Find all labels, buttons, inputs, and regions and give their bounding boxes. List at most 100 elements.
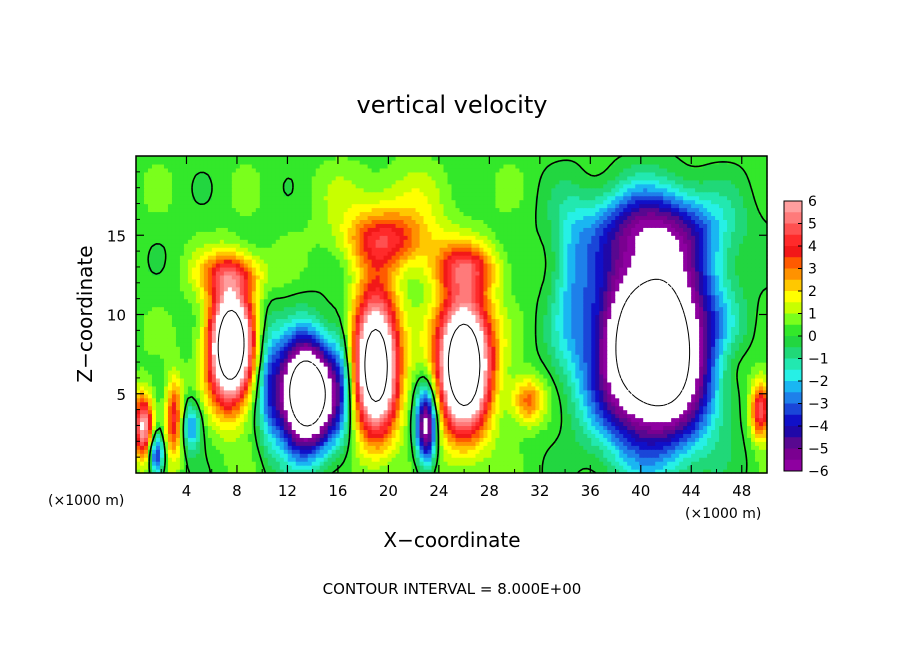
field-cell xyxy=(331,369,337,375)
field-cell xyxy=(531,350,536,355)
field-cell xyxy=(619,453,624,458)
field-cell xyxy=(351,457,357,462)
field-cell xyxy=(339,385,345,391)
field-cell xyxy=(467,425,473,431)
field-cell xyxy=(515,457,520,462)
field-cell xyxy=(455,385,461,391)
field-cell xyxy=(739,362,744,367)
field-cell xyxy=(579,385,584,391)
field-cell xyxy=(387,461,393,466)
field-cell xyxy=(259,389,265,395)
field-cell xyxy=(747,437,752,442)
field-cell xyxy=(679,369,684,375)
field-cell xyxy=(167,346,173,351)
field-cell xyxy=(187,469,193,474)
field-cell xyxy=(475,441,481,446)
field-cell xyxy=(155,453,161,458)
field-cell xyxy=(611,393,616,399)
field-cell xyxy=(367,417,373,423)
field-cell xyxy=(311,409,317,415)
field-cell xyxy=(387,354,393,359)
field-cell xyxy=(579,405,584,411)
field-cell xyxy=(483,413,489,419)
field-cell xyxy=(439,461,445,466)
field-cell xyxy=(667,389,672,395)
field-cell xyxy=(563,350,568,355)
field-cell xyxy=(427,409,433,415)
field-cell xyxy=(143,465,149,470)
field-cell xyxy=(599,377,604,383)
field-cell xyxy=(251,393,257,399)
field-cell xyxy=(403,381,409,387)
field-cell xyxy=(339,413,345,419)
field-cell xyxy=(147,405,153,411)
field-cell xyxy=(355,453,361,458)
field-cell xyxy=(323,429,329,434)
field-cell xyxy=(327,409,333,415)
field-cell xyxy=(136,409,141,415)
field-cell xyxy=(247,405,253,411)
field-cell xyxy=(551,385,556,391)
field-cell xyxy=(267,425,273,431)
field-cell xyxy=(423,405,429,411)
field-cell xyxy=(255,346,261,351)
field-cell xyxy=(431,362,437,367)
field-cell xyxy=(519,401,524,407)
field-cell xyxy=(659,409,664,415)
field-cell xyxy=(499,350,505,355)
field-cell xyxy=(615,393,620,399)
field-cell xyxy=(755,405,760,411)
field-cell xyxy=(351,354,357,359)
field-cell xyxy=(507,377,512,383)
field-cell xyxy=(143,354,149,359)
field-cell xyxy=(515,413,520,419)
field-cell xyxy=(535,445,540,450)
field-cell xyxy=(611,469,616,474)
field-cell xyxy=(615,437,620,442)
field-cell xyxy=(635,373,640,379)
field-cell xyxy=(719,437,724,442)
field-cell xyxy=(163,389,169,395)
field-cell xyxy=(719,413,724,419)
field-cell xyxy=(443,346,449,351)
field-cell xyxy=(635,354,640,359)
field-cell xyxy=(311,417,317,423)
field-cell xyxy=(511,401,516,407)
field-cell xyxy=(663,381,668,387)
field-cell xyxy=(511,433,516,438)
field-cell xyxy=(155,437,161,442)
field-cell xyxy=(291,350,297,355)
field-cell xyxy=(387,445,393,450)
field-cell xyxy=(751,461,756,466)
field-cell xyxy=(415,366,421,371)
field-cell xyxy=(495,429,501,434)
field-cell xyxy=(187,433,193,438)
field-cell xyxy=(763,381,768,387)
field-cell xyxy=(503,409,509,415)
field-cell xyxy=(663,417,668,423)
field-cell xyxy=(291,366,297,371)
field-cell xyxy=(587,354,592,359)
field-cell xyxy=(287,369,293,375)
field-cell xyxy=(339,369,345,375)
field-cell xyxy=(275,429,281,434)
field-cell xyxy=(339,453,345,458)
field-cell xyxy=(527,405,532,411)
field-cell xyxy=(315,350,321,355)
field-cell xyxy=(191,366,197,371)
field-cell xyxy=(136,453,141,458)
field-cell xyxy=(647,401,652,407)
field-cell xyxy=(415,405,421,411)
field-cell xyxy=(627,417,632,423)
field-cell xyxy=(459,385,465,391)
field-cell xyxy=(595,425,600,431)
field-cell xyxy=(691,362,696,367)
field-cell xyxy=(331,413,337,419)
field-cell xyxy=(239,429,245,434)
field-cell xyxy=(383,409,389,415)
field-cell xyxy=(255,358,261,363)
field-cell xyxy=(691,369,696,375)
field-cell xyxy=(395,453,401,458)
field-cell xyxy=(535,366,540,371)
field-cell xyxy=(339,362,345,367)
